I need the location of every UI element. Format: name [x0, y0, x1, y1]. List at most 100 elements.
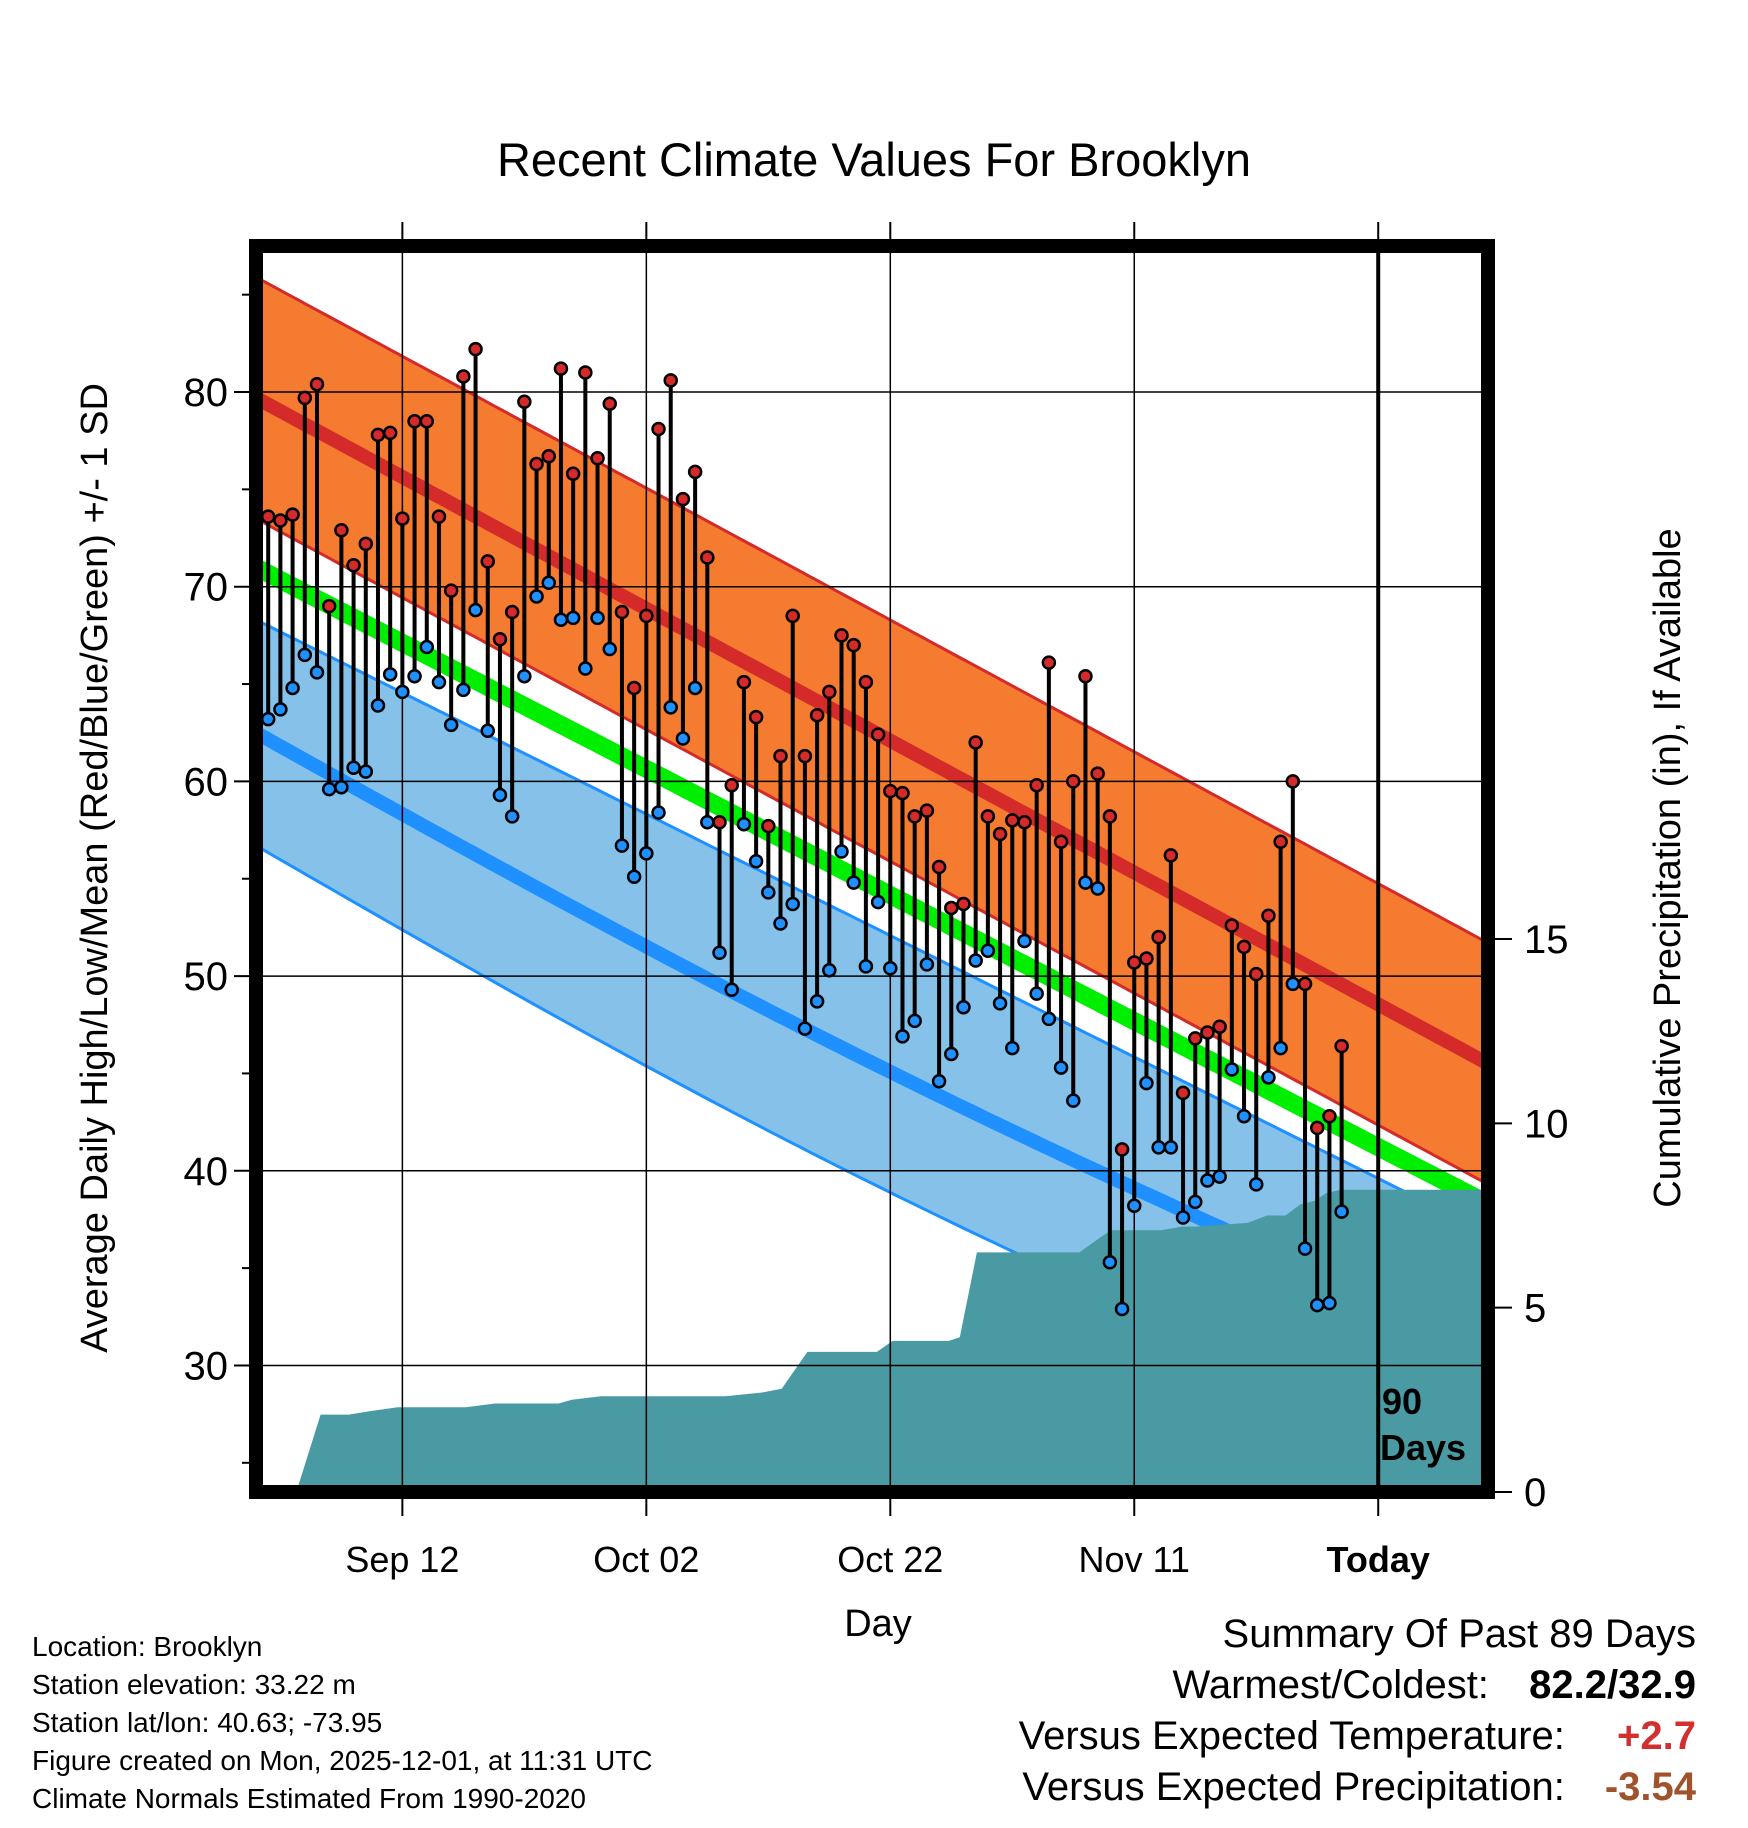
day-bar [590, 450, 605, 626]
daily-high-point [395, 511, 410, 526]
daily-high-point [1090, 766, 1105, 781]
daily-low-point [663, 700, 678, 715]
day-bar [773, 748, 788, 931]
daily-low-point [1175, 1210, 1191, 1225]
daily-high-point [834, 628, 849, 643]
day-bar [1297, 976, 1313, 1256]
daily-low-point [1139, 1075, 1154, 1091]
daily-high-point [590, 450, 605, 466]
daily-low-point [1334, 1204, 1349, 1219]
day-bar [1224, 918, 1240, 1077]
day-bar [1322, 1109, 1337, 1311]
elevation-text: Station elevation: 33.22 m [32, 1669, 356, 1700]
daily-low-point [846, 875, 861, 890]
daily-low-point [1102, 1255, 1118, 1270]
day-bar [1200, 1025, 1215, 1188]
day-bar [992, 826, 1008, 1011]
daily-high-point [797, 748, 813, 764]
daily-high-point [846, 637, 861, 653]
daily-low-point [822, 962, 837, 978]
daily-low-point [736, 816, 752, 832]
daily-high-point [968, 735, 983, 750]
y-tick-label: 60 [184, 760, 229, 804]
daily-high-point [626, 680, 642, 696]
daily-high-point [346, 558, 361, 573]
daily-low-point [675, 731, 691, 746]
daily-low-point [1261, 1070, 1276, 1085]
daily-low-point [773, 916, 788, 931]
daily-high-point [1175, 1085, 1191, 1101]
daily-low-point [1114, 1301, 1130, 1317]
daily-low-point [919, 957, 935, 972]
location-text: Location: Brooklyn [32, 1631, 263, 1662]
y-tick-label: 80 [184, 371, 229, 415]
cumulative-precipitation-area [296, 1189, 1488, 1492]
day-bar [858, 674, 874, 974]
day-bar [419, 413, 435, 655]
daily-high-point [956, 896, 971, 912]
daily-low-point [1309, 1297, 1325, 1313]
daily-high-point [712, 815, 727, 830]
day-bar [553, 361, 569, 628]
day-bar [712, 815, 727, 960]
y2-axis-label: Cumulative Precipitation (in), If Availa… [1647, 528, 1689, 1207]
day-bar [883, 783, 898, 976]
daily-high-point [1139, 951, 1154, 966]
day-bar [431, 509, 447, 690]
low-sd-band-upper-edge [256, 618, 1488, 1235]
daily-high-point [431, 509, 447, 524]
day-bar [956, 896, 971, 1015]
day-bar [663, 373, 678, 715]
daily-low-point [1090, 881, 1105, 896]
summary-title: Summary Of Past 89 Days [1222, 1612, 1696, 1656]
daily-high-point [1200, 1025, 1215, 1040]
daily-high-point [761, 818, 776, 834]
daily-low-point [541, 575, 557, 591]
daily-high-point [687, 464, 703, 480]
day-bar [1005, 813, 1020, 1056]
day-bar [797, 748, 813, 1036]
normals-text: Climate Normals Estimated From 1990-2020 [32, 1783, 586, 1814]
day-bar [736, 674, 752, 832]
day-bar [809, 707, 825, 1009]
y2-tick-label: 10 [1524, 1102, 1569, 1146]
daily-temperature-bars [260, 341, 1349, 1317]
daily-low-point [382, 667, 398, 682]
x-tick-label: Nov 11 [1079, 1539, 1190, 1580]
day-bar [578, 365, 593, 676]
daily-low-point [346, 760, 361, 776]
daily-low-point [480, 723, 496, 739]
daily-high-point [1017, 815, 1032, 830]
daily-low-point [834, 844, 849, 859]
daily-low-point [956, 999, 971, 1015]
daily-high-point [809, 707, 825, 723]
daily-low-point [1224, 1062, 1240, 1077]
daily-high-point [1224, 918, 1240, 933]
daily-high-point [1248, 966, 1264, 982]
daily-low-point [1005, 1040, 1020, 1056]
day-bar [1285, 774, 1301, 992]
daily-high-point [931, 859, 947, 875]
daily-high-point [468, 341, 483, 357]
daily-low-point [724, 982, 739, 997]
daily-high-point [309, 376, 325, 392]
daily-low-point [407, 669, 422, 684]
station-info: Location: Brooklyn Station elevation: 33… [32, 1628, 653, 1818]
daily-low-point [651, 805, 666, 820]
daily-low-point [273, 702, 288, 717]
day-bar [651, 421, 666, 820]
daily-high-point [1102, 809, 1118, 824]
day-bar [358, 536, 374, 779]
daily-high-point [919, 803, 935, 818]
daily-low-point [785, 896, 800, 912]
daily-low-point [443, 717, 459, 733]
daily-low-point [285, 680, 300, 696]
daily-high-point [1187, 1031, 1203, 1046]
daily-low-point [578, 661, 593, 676]
daily-high-point [602, 396, 617, 411]
day-bar [1212, 1019, 1227, 1184]
daily-high-point [651, 421, 666, 437]
daily-high-point [1212, 1019, 1227, 1034]
day-bar [1078, 669, 1093, 890]
daily-low-point [309, 665, 325, 680]
